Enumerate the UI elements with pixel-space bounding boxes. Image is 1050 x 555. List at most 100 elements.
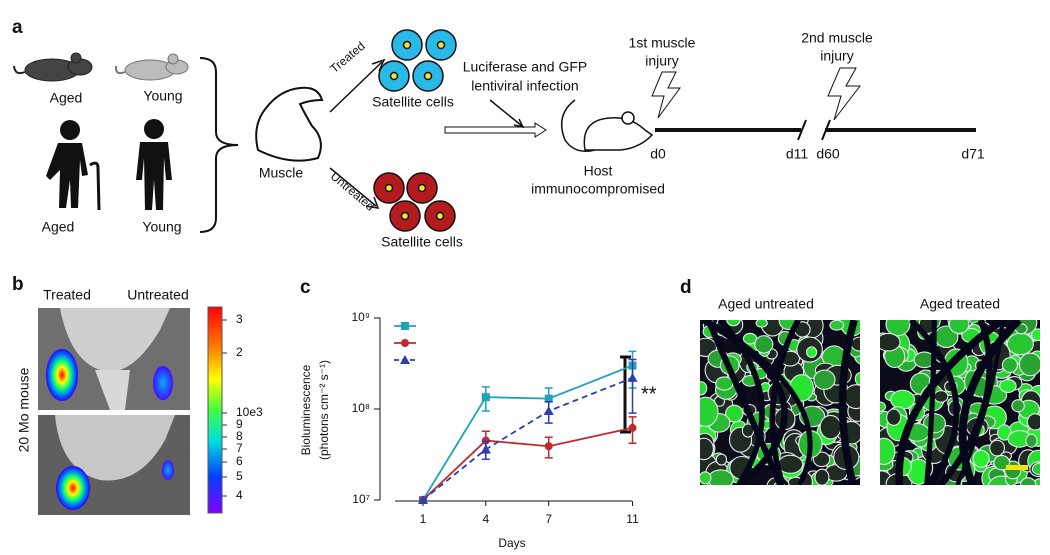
fiber bbox=[885, 320, 911, 337]
young-human-icon bbox=[136, 119, 172, 210]
aged-human-icon bbox=[46, 120, 101, 211]
fiber bbox=[726, 320, 741, 327]
legend-marker bbox=[400, 355, 410, 364]
fiber bbox=[948, 320, 970, 335]
injury-label: injury bbox=[820, 48, 853, 64]
arrow-untreated bbox=[329, 167, 380, 209]
untreated-label: Untreated bbox=[328, 169, 377, 214]
colorbar-tick-label: 4 bbox=[236, 488, 243, 502]
x-tick-label: 1 bbox=[420, 512, 427, 526]
fiber bbox=[700, 471, 712, 485]
x-tick-label: 4 bbox=[482, 512, 489, 526]
fiber bbox=[850, 336, 860, 352]
vessel bbox=[769, 320, 801, 485]
point bbox=[481, 436, 490, 445]
y-tick-label: 10⁷ bbox=[352, 492, 370, 506]
point bbox=[628, 423, 637, 432]
fiber bbox=[880, 437, 896, 466]
colorbar-tick-label: 7 bbox=[236, 441, 243, 455]
timeline-label: d71 bbox=[961, 146, 985, 162]
fiber bbox=[972, 449, 990, 468]
column-label: Untreated bbox=[127, 287, 188, 303]
host-label: immunocompromised bbox=[531, 181, 665, 197]
fiber bbox=[813, 369, 836, 390]
point bbox=[544, 442, 553, 451]
imaging-photo bbox=[38, 308, 190, 515]
panel-a: a Aged Young Aged Young Muscle Treated bbox=[12, 17, 985, 250]
infection-arrow bbox=[489, 99, 525, 129]
fiber bbox=[993, 454, 1011, 471]
colorbar-tick-label: 3 bbox=[236, 312, 243, 326]
legend-marker bbox=[401, 322, 409, 330]
vessel bbox=[838, 320, 858, 485]
point bbox=[481, 393, 490, 402]
panel-label: a bbox=[12, 17, 23, 38]
vessel bbox=[938, 320, 993, 485]
fiber bbox=[854, 371, 860, 386]
image-title: Aged untreated bbox=[718, 296, 814, 312]
point bbox=[544, 394, 553, 403]
panel-b: b Treated Untreated 20 Mo mouse 3 2 10e398… bbox=[12, 274, 263, 515]
x-tick-label: 7 bbox=[545, 512, 552, 526]
series-line bbox=[422, 364, 633, 501]
injury-label: 1st muscle bbox=[629, 35, 696, 51]
treated-label: Treated bbox=[327, 39, 367, 76]
aged-mouse-icon bbox=[13, 52, 93, 82]
infection-label: Luciferase and GFP bbox=[463, 59, 588, 75]
fiber bbox=[1025, 433, 1038, 448]
fiber bbox=[755, 320, 768, 328]
satellite-cells-label: Satellite cells bbox=[372, 94, 454, 110]
colorbar-tick-label: 5 bbox=[236, 469, 243, 483]
brace bbox=[199, 57, 239, 233]
young-human-label: Young bbox=[142, 219, 181, 235]
panel-label: d bbox=[680, 277, 692, 298]
fiber bbox=[814, 468, 830, 485]
x-axis-label: Days bbox=[498, 536, 525, 550]
fiber bbox=[812, 451, 831, 468]
colorbar-tick-label: 10e3 bbox=[236, 405, 263, 419]
error-bar bbox=[628, 358, 637, 414]
vessel bbox=[958, 320, 1022, 485]
timeline bbox=[655, 119, 976, 141]
fiber bbox=[1018, 352, 1040, 377]
series-line bbox=[422, 377, 633, 501]
scale-bar bbox=[1006, 465, 1028, 470]
aged-mouse-label: Aged bbox=[50, 90, 83, 106]
timeline-label: d11 bbox=[786, 146, 809, 162]
treated-cells bbox=[378, 29, 457, 92]
muscle-label: Muscle bbox=[259, 165, 304, 181]
colorbar-tick-label: 6 bbox=[236, 454, 243, 468]
vessel bbox=[909, 320, 960, 485]
fiber bbox=[933, 390, 949, 403]
micrograph bbox=[700, 320, 860, 485]
fiber bbox=[886, 408, 902, 426]
image-title: Aged treated bbox=[920, 296, 1000, 312]
hollow-arrow bbox=[444, 122, 547, 138]
vessel bbox=[718, 320, 765, 485]
point bbox=[627, 372, 638, 382]
fiber bbox=[1011, 399, 1025, 413]
fiber bbox=[997, 424, 1012, 441]
fiber bbox=[819, 414, 842, 440]
fiber bbox=[754, 335, 774, 354]
fiber bbox=[700, 437, 714, 461]
timeline-label: d60 bbox=[816, 146, 840, 162]
fiber bbox=[1006, 332, 1034, 356]
fiber bbox=[715, 376, 734, 391]
fiber bbox=[777, 454, 804, 474]
fiber bbox=[700, 396, 719, 427]
fiber bbox=[829, 320, 845, 331]
vessel bbox=[924, 320, 937, 485]
young-mouse-label: Young bbox=[143, 88, 182, 104]
muscle-icon bbox=[255, 86, 324, 162]
vessel bbox=[705, 320, 784, 485]
micrograph bbox=[880, 320, 1040, 485]
injury-label: 2nd muscle bbox=[801, 30, 873, 46]
y-tick-label: 10⁹ bbox=[352, 310, 371, 324]
panel-label: b bbox=[12, 274, 24, 295]
panel-label: c bbox=[300, 277, 311, 298]
aged-human-label: Aged bbox=[42, 219, 75, 235]
timeline-label: d0 bbox=[650, 146, 666, 162]
fiber bbox=[1001, 357, 1019, 373]
host-mouse-icon bbox=[560, 99, 654, 152]
